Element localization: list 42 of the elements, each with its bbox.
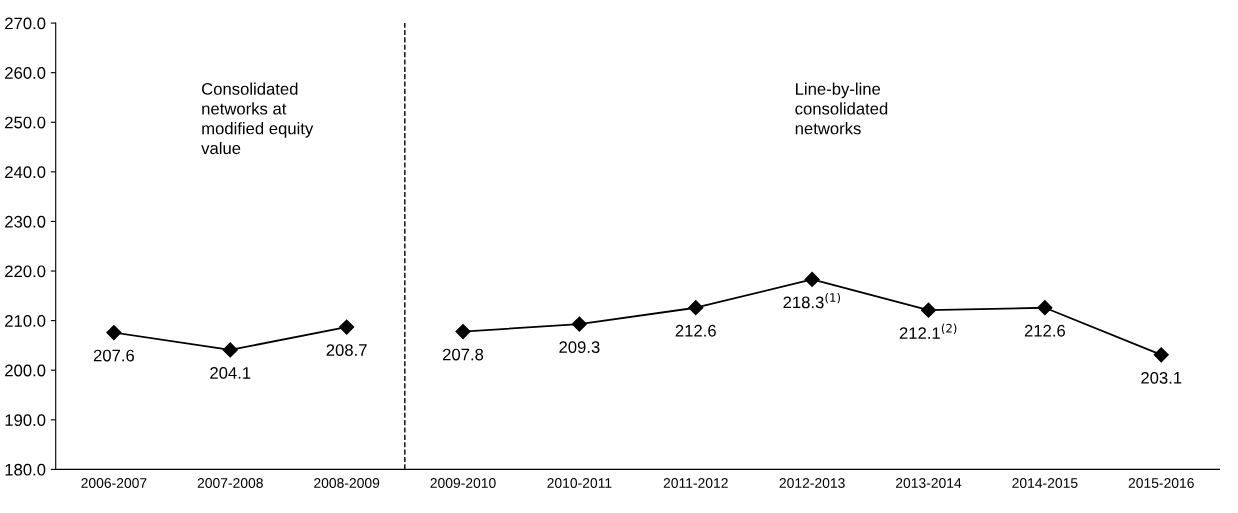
x-tick-label: 2013-2014 — [895, 478, 962, 488]
data-label: 209.3 — [559, 341, 600, 354]
point — [920, 302, 937, 318]
data-label: 207.8 — [443, 348, 484, 361]
x-tick-label: 2011-2012 — [663, 478, 728, 488]
x-tick-label: 2006-2007 — [81, 478, 147, 488]
y-tick-label: 240.0 — [5, 166, 46, 179]
x-tick-label: 2007-2008 — [197, 478, 263, 488]
point — [804, 271, 820, 288]
point — [455, 323, 471, 340]
data-label: 212.6 — [1024, 324, 1065, 337]
point — [1153, 347, 1169, 363]
point — [571, 316, 587, 332]
data-label: 204.1 — [210, 366, 251, 379]
data-label: 208.7 — [326, 344, 367, 356]
y-tick-label: 210.0 — [5, 315, 46, 327]
y-tick-label: 270.0 — [5, 17, 46, 30]
x-tick-label: 2008-2009 — [314, 478, 380, 488]
data-label: 203.1 — [1141, 371, 1182, 384]
x-tick-label: 2010-2011 — [547, 478, 612, 488]
y-tick-label: 250.0 — [5, 116, 46, 129]
point — [688, 300, 704, 316]
point — [339, 319, 355, 335]
annotation: Consolidated networks at modified equity value — [201, 82, 314, 155]
point — [1037, 300, 1053, 316]
y-tick-label: 220.0 — [5, 265, 46, 278]
y-tick-label: 180.0 — [5, 463, 46, 476]
data-label: 212.6 — [675, 324, 716, 337]
data-label: 207.6 — [93, 349, 135, 362]
point — [106, 324, 122, 341]
annotation: Line-by-line consolidated networks — [795, 82, 888, 135]
x-tick-label: 2014-2015 — [1012, 478, 1078, 488]
x-tick-label: 2009-2010 — [430, 478, 496, 488]
y-tick-label: 260.0 — [5, 67, 46, 79]
y-tick-label: 200.0 — [5, 364, 46, 377]
data-label: 218.3$^{(1)}$ — [783, 292, 841, 309]
y-tick-label: 230.0 — [5, 215, 46, 228]
x-tick-label: 2015-2016 — [1128, 478, 1194, 488]
data-label: 212.1$^{(2)}$ — [899, 323, 957, 339]
x-tick-label: 2012-2013 — [779, 478, 845, 488]
point — [222, 342, 238, 358]
y-tick-label: 190.0 — [5, 414, 46, 427]
